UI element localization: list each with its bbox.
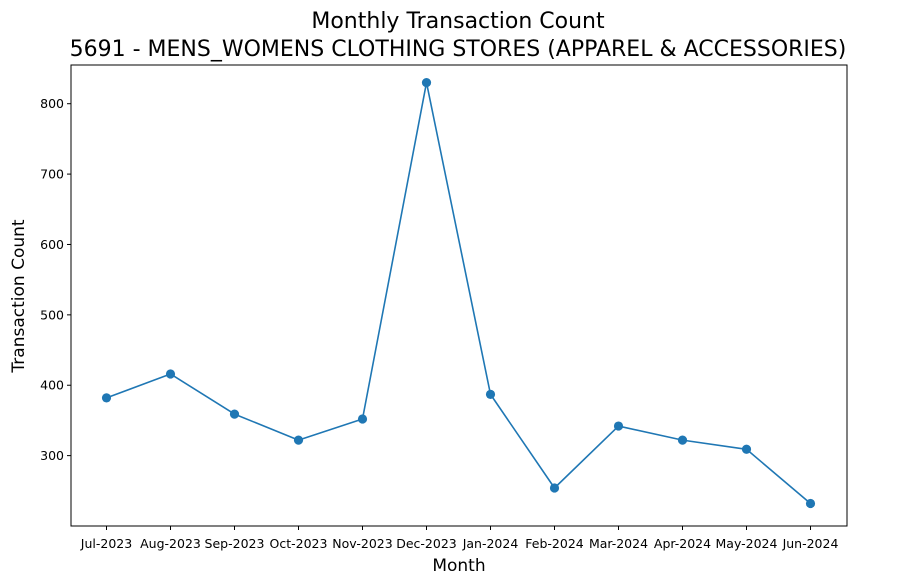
y-tick-label: 600 [40, 237, 64, 252]
y-axis-label: Transaction Count [9, 219, 29, 373]
x-tick-label: Jul-2023 [80, 536, 132, 551]
x-tick-label: Jun-2024 [782, 536, 839, 551]
x-tick-label: Oct-2023 [270, 536, 328, 551]
y-tick-label: 300 [40, 448, 64, 463]
y-tick-label: 800 [40, 96, 64, 111]
x-tick-label: Mar-2024 [589, 536, 648, 551]
data-point [805, 498, 816, 509]
series-line [106, 81, 812, 505]
data-point [101, 393, 112, 403]
chart-subtitle: 5691 - MENS_WOMENS CLOTHING STORES (APPA… [70, 37, 847, 62]
y-tick-label: 400 [40, 378, 64, 393]
x-tick-label: Nov-2023 [332, 536, 392, 551]
data-point [741, 444, 752, 454]
data-point [677, 435, 688, 445]
data-point [549, 483, 560, 493]
chart-title: Monthly Transaction Count [311, 9, 605, 34]
x-tick-label: May-2024 [716, 536, 778, 551]
x-axis-ticks: Jul-2023 Aug-2023 Sep-2023 Oct-2023 Nov-2023… [80, 526, 839, 551]
y-tick-label: 700 [40, 167, 64, 182]
series-transaction-count [101, 77, 816, 509]
data-point [357, 414, 368, 424]
data-point [229, 409, 240, 419]
x-tick-label: Dec-2023 [396, 536, 457, 551]
x-tick-label: Aug-2023 [140, 536, 201, 551]
y-tick-label: 500 [40, 307, 64, 322]
data-point [421, 77, 432, 88]
plot-area [70, 64, 848, 527]
data-point [165, 369, 176, 379]
x-axis-label: Month [432, 556, 485, 576]
x-tick-label: Apr-2024 [654, 536, 711, 551]
data-point [485, 389, 496, 399]
y-axis-ticks: 300 400 500 600 700 800 [40, 96, 71, 463]
x-tick-label: Jan-2024 [462, 536, 519, 551]
data-point [613, 421, 624, 431]
x-tick-label: Sep-2023 [205, 536, 265, 551]
x-tick-label: Feb-2024 [525, 536, 584, 551]
data-point [293, 435, 304, 445]
